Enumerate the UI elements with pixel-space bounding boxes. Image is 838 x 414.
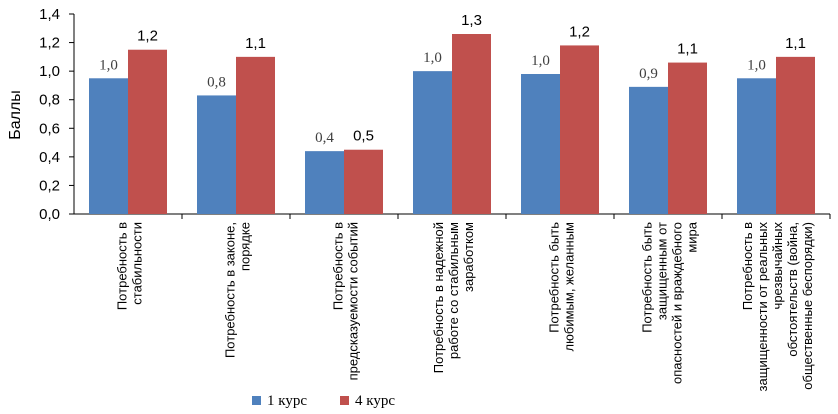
- y-tick-label: 1,2: [39, 35, 60, 52]
- category-label-line: Потребность в надежной: [431, 222, 446, 373]
- category-label-line: Потребность в: [331, 222, 346, 310]
- y-axis-label: Баллы: [7, 90, 24, 140]
- y-tick-labels: 0,0 0,2 0,4 0,6 0,8 1,0 1,2 1,4: [39, 6, 74, 223]
- y-tick-label: 0,0: [39, 206, 60, 223]
- legend: 1 курс 4 курс: [252, 393, 395, 409]
- bar-course-1: [413, 71, 452, 215]
- category-label-line: Потребность в законе,: [223, 222, 238, 358]
- category-label: Потребность бытьзащищенным отопасностей …: [640, 221, 700, 384]
- category-label-line: предсказуемости событий: [346, 222, 361, 380]
- category-label-line: Потребность в: [115, 222, 130, 310]
- category-label-line: общественные беспорядки): [800, 222, 815, 390]
- data-label: 1,0: [423, 50, 442, 66]
- category-label: Потребность взащищенности от реальныхчре…: [740, 222, 815, 392]
- data-label: 0,4: [315, 130, 334, 146]
- category-label-line: Потребность в: [740, 222, 755, 310]
- category-label-line: защищенности от реальных: [755, 222, 770, 392]
- legend-swatch: [340, 396, 349, 405]
- legend-swatch: [252, 396, 261, 405]
- bar-course-4: [560, 45, 599, 214]
- category-label-line: чрезвычайных: [770, 222, 785, 310]
- data-label: 0,8: [207, 74, 226, 90]
- bar-course-1: [89, 78, 128, 215]
- category-label: Потребность в надежнойработе со стабильн…: [431, 222, 476, 373]
- bar-course-1: [521, 74, 560, 214]
- y-tick-label: 1,4: [39, 6, 60, 23]
- bar-course-1: [737, 78, 776, 215]
- category-label: Потребность в законе,порядке: [223, 222, 253, 358]
- legend-label: 4 курс: [355, 393, 395, 409]
- category-label-line: заработком: [461, 222, 476, 292]
- y-tick-label: 0,8: [39, 92, 60, 109]
- y-tick-label: 0,2: [39, 177, 60, 194]
- category-label-line: опасностей и враждебного: [670, 222, 685, 384]
- category-label-line: работе со стабильным: [446, 222, 461, 359]
- data-label: 1,2: [137, 28, 158, 45]
- category-label-line: порядке: [238, 222, 253, 271]
- bar-course-1: [197, 95, 236, 214]
- category-label: Потребность встабильности: [115, 222, 145, 310]
- bars: [89, 34, 815, 215]
- y-tick-label: 0,6: [39, 120, 60, 137]
- data-label: 0,9: [639, 66, 658, 82]
- data-label: 0,5: [353, 128, 374, 145]
- bar-course-4: [128, 49, 167, 214]
- bar-course-4: [236, 56, 275, 214]
- category-label-line: мира: [685, 221, 700, 252]
- data-label: 1,0: [531, 53, 550, 69]
- bar-course-1: [629, 86, 668, 214]
- category-label-line: защищенным от: [655, 222, 670, 320]
- category-labels: Потребность встабильности Потребность в з…: [115, 221, 816, 391]
- data-label: 1,0: [99, 57, 118, 73]
- category-label: Потребность впредсказуемости событий: [331, 222, 361, 381]
- bar-course-4: [452, 34, 491, 214]
- bar-course-1: [305, 151, 344, 214]
- category-label-line: Потребность быть: [640, 222, 655, 333]
- data-label: 1,1: [677, 41, 698, 58]
- category-label-line: стабильности: [130, 222, 145, 305]
- bar-course-4: [668, 62, 707, 215]
- data-label: 1,2: [569, 23, 590, 40]
- data-label: 1,0: [747, 57, 766, 73]
- y-tick-label: 0,4: [39, 149, 60, 166]
- category-label-line: Потребность быть: [547, 222, 562, 333]
- bar-course-4: [344, 149, 383, 214]
- data-labels: 1,0 1,2 0,8 1,1 0,4 0,5 1,0 1,3 1,0 1,2 0,9 1,1 1,0 1…: [99, 12, 806, 146]
- bar-course-4: [776, 56, 815, 214]
- data-label: 1,1: [245, 35, 266, 52]
- category-label-line: обстоятельств (война,: [785, 222, 800, 357]
- category-label-line: любимым, желанным: [562, 222, 577, 351]
- data-label: 1,1: [785, 35, 806, 52]
- category-label: Потребность бытьлюбимым, желанным: [547, 222, 577, 352]
- y-tick-label: 1,0: [39, 63, 60, 80]
- legend-label: 1 курс: [267, 393, 307, 409]
- data-label: 1,3: [461, 12, 482, 29]
